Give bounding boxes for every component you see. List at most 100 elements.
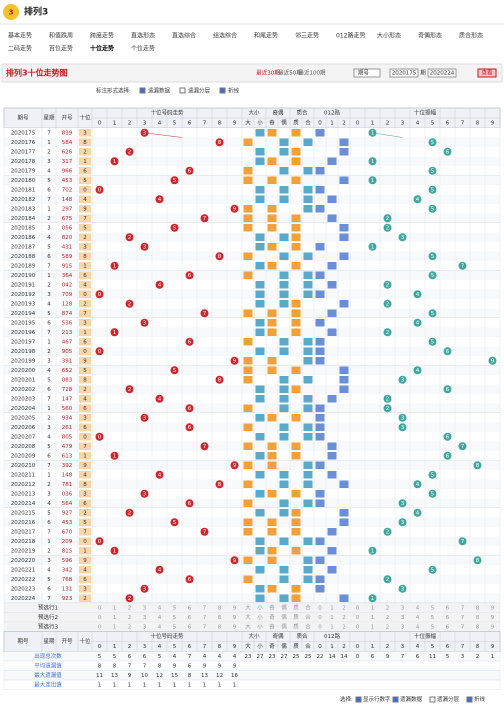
filter-option[interactable]: 遗漏分层 xyxy=(188,87,211,95)
preselect-cell[interactable]: 偶 xyxy=(281,613,287,621)
preselect-cell[interactable]: 大 xyxy=(245,603,251,611)
checkbox[interactable] xyxy=(355,696,362,703)
footer-option[interactable]: 折线 xyxy=(474,695,486,703)
preselect-cell[interactable]: 5 xyxy=(173,605,177,611)
filter-option[interactable]: 遗漏数据 xyxy=(148,87,171,95)
preselect-cell[interactable]: 9 xyxy=(233,605,237,611)
preselect-cell[interactable]: 0 xyxy=(98,624,102,630)
preselect-cell[interactable]: 4 xyxy=(416,605,420,611)
preselect-cell[interactable]: 9 xyxy=(491,624,495,630)
preselect-cell[interactable]: 1 xyxy=(113,605,117,611)
preselect-cell[interactable]: 9 xyxy=(233,624,237,630)
preselect-cell[interactable]: 1 xyxy=(371,624,375,630)
nav-tab[interactable]: 十位走势 xyxy=(90,45,114,53)
preselect-cell[interactable]: 1 xyxy=(113,624,117,630)
preselect-cell[interactable]: 2 xyxy=(342,615,346,621)
nav-tab[interactable]: 大小形态 xyxy=(377,32,401,40)
preselect-cell[interactable]: 7 xyxy=(461,624,465,630)
preselect-cell[interactable]: 4 xyxy=(416,615,420,621)
preselect-cell[interactable]: 6 xyxy=(446,615,450,621)
preselect-cell[interactable]: 6 xyxy=(446,605,450,611)
nav-tab[interactable]: 012路走势 xyxy=(336,32,365,40)
preselect-cell[interactable]: 奇 xyxy=(269,603,275,611)
preselect-cell[interactable]: 合 xyxy=(305,603,311,611)
checkbox[interactable] xyxy=(392,696,399,703)
recent-link[interactable]: 最近30期 xyxy=(256,69,280,77)
filter-option[interactable]: 折线 xyxy=(228,87,240,95)
preselect-cell[interactable]: 4 xyxy=(158,624,162,630)
nav-tab[interactable]: 直选综合 xyxy=(172,32,196,40)
recent-link[interactable]: 最近50期 xyxy=(278,69,302,77)
preselect-cell[interactable]: 质 xyxy=(293,622,299,630)
checkbox[interactable] xyxy=(429,696,436,703)
preselect-cell[interactable]: 0 xyxy=(356,624,360,630)
nav-tab[interactable]: 二码走势 xyxy=(8,45,32,53)
nav-tab[interactable]: 邻三走势 xyxy=(295,32,319,40)
preselect-cell[interactable]: 2 xyxy=(386,605,390,611)
select-box[interactable] xyxy=(353,68,381,78)
nav-tab[interactable]: 基本走势 xyxy=(8,32,32,40)
view-button[interactable] xyxy=(477,68,497,78)
preselect-cell[interactable]: 质 xyxy=(293,613,299,621)
preselect-cell[interactable]: 6 xyxy=(188,605,192,611)
preselect-cell[interactable]: 8 xyxy=(218,605,222,611)
preselect-cell[interactable]: 2 xyxy=(128,605,132,611)
footer-option[interactable]: 遗漏数据 xyxy=(400,695,423,703)
checkbox[interactable] xyxy=(219,87,226,94)
preselect-cell[interactable]: 3 xyxy=(143,605,147,611)
preselect-cell[interactable]: 8 xyxy=(476,624,480,630)
preselect-cell[interactable]: 2 xyxy=(342,605,346,611)
preselect-cell[interactable]: 8 xyxy=(476,615,480,621)
preselect-cell[interactable]: 奇 xyxy=(269,613,275,621)
preselect-cell[interactable]: 5 xyxy=(431,624,435,630)
preselect-cell[interactable]: 2 xyxy=(386,615,390,621)
preselect-cell[interactable]: 2 xyxy=(342,624,346,630)
nav-tab[interactable]: 组选综合 xyxy=(213,32,237,40)
nav-tab[interactable]: 跨度走势 xyxy=(90,32,114,40)
preselect-cell[interactable]: 小 xyxy=(257,622,263,630)
preselect-cell[interactable]: 4 xyxy=(416,624,420,630)
preselect-cell[interactable]: 0 xyxy=(318,605,322,611)
preselect-cell[interactable]: 7 xyxy=(203,624,207,630)
preselect-cell[interactable]: 9 xyxy=(233,615,237,621)
footer-option[interactable]: 显示行数字 xyxy=(363,695,391,703)
preselect-cell[interactable]: 3 xyxy=(143,615,147,621)
to-input[interactable] xyxy=(427,68,457,78)
preselect-cell[interactable]: 5 xyxy=(173,624,177,630)
preselect-cell[interactable]: 1 xyxy=(113,615,117,621)
preselect-cell[interactable]: 0 xyxy=(98,605,102,611)
preselect-cell[interactable]: 7 xyxy=(461,615,465,621)
checkbox[interactable] xyxy=(466,696,473,703)
preselect-cell[interactable]: 大 xyxy=(245,622,251,630)
from-input[interactable] xyxy=(389,68,419,78)
preselect-cell[interactable]: 3 xyxy=(401,605,405,611)
preselect-cell[interactable]: 1 xyxy=(371,615,375,621)
preselect-cell[interactable]: 8 xyxy=(218,615,222,621)
preselect-cell[interactable]: 7 xyxy=(203,605,207,611)
recent-link[interactable]: 最近100期 xyxy=(299,69,326,77)
nav-tab[interactable]: 和尾走势 xyxy=(254,32,278,40)
preselect-cell[interactable]: 4 xyxy=(158,605,162,611)
preselect-cell[interactable]: 6 xyxy=(188,615,192,621)
preselect-cell[interactable]: 大 xyxy=(245,613,251,621)
preselect-cell[interactable]: 小 xyxy=(257,613,263,621)
preselect-cell[interactable]: 7 xyxy=(203,615,207,621)
nav-tab[interactable]: 百位走势 xyxy=(49,45,73,53)
preselect-cell[interactable]: 5 xyxy=(431,605,435,611)
footer-option[interactable]: 遗漏分层 xyxy=(437,695,460,703)
nav-tab[interactable]: 直选形态 xyxy=(131,32,155,40)
preselect-cell[interactable]: 3 xyxy=(401,624,405,630)
preselect-cell[interactable]: 9 xyxy=(491,615,495,621)
preselect-cell[interactable]: 0 xyxy=(318,615,322,621)
preselect-cell[interactable]: 偶 xyxy=(281,603,287,611)
preselect-cell[interactable]: 奇 xyxy=(269,622,275,630)
checkbox[interactable] xyxy=(179,87,186,94)
preselect-cell[interactable]: 6 xyxy=(188,624,192,630)
preselect-cell[interactable]: 8 xyxy=(476,605,480,611)
checkbox[interactable] xyxy=(139,87,146,94)
preselect-cell[interactable]: 7 xyxy=(461,605,465,611)
preselect-cell[interactable]: 1 xyxy=(371,605,375,611)
preselect-cell[interactable]: 3 xyxy=(401,615,405,621)
preselect-cell[interactable]: 合 xyxy=(305,613,311,621)
preselect-cell[interactable]: 8 xyxy=(218,624,222,630)
